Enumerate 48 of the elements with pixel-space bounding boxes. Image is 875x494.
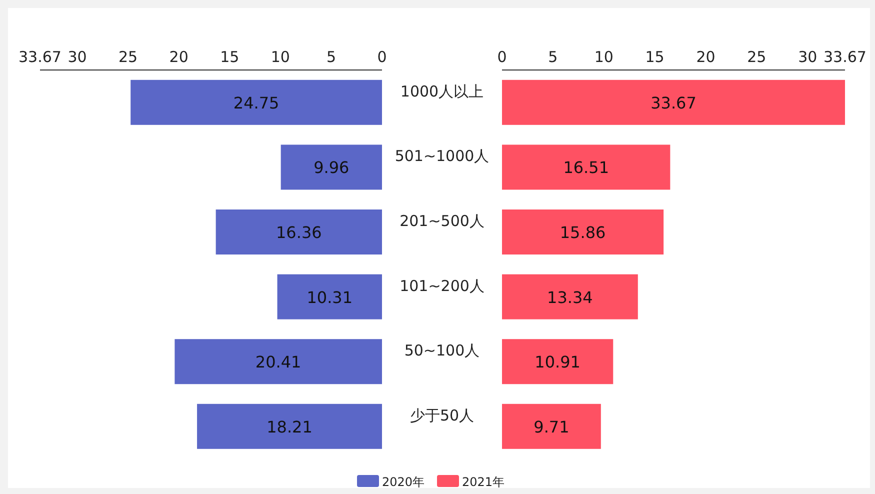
bar: [502, 210, 664, 254]
x-tick-label: 0: [377, 48, 387, 66]
x-tick-label: 5: [326, 48, 336, 66]
bar: [130, 80, 382, 125]
legend-label: 2020年: [382, 475, 425, 489]
x-tick-label: 10: [594, 48, 614, 66]
y-tick-label: 101~200人: [400, 276, 484, 295]
y-tick-label: 1000人以上: [400, 82, 484, 100]
x-tick-label: 25: [747, 48, 766, 66]
data-label: 10.31: [306, 288, 353, 307]
x-tick-label: 33.67: [824, 48, 866, 66]
bar: [197, 404, 382, 449]
y-tick-label: 201~500人: [400, 212, 484, 230]
x-tick-label: 0: [497, 48, 507, 66]
bar: [502, 144, 670, 190]
data-label: 20.41: [255, 352, 302, 372]
bar: [174, 339, 382, 384]
x-tick-label: 30: [68, 48, 87, 66]
data-label: 9.71: [534, 417, 570, 436]
x-tick-label: 15: [645, 48, 664, 66]
bar: [216, 210, 382, 254]
bar: [277, 274, 382, 320]
x-tick-label: 20: [169, 48, 188, 66]
x-tick-label: 25: [118, 48, 138, 66]
bar: [502, 339, 614, 384]
data-label: 24.75: [233, 93, 280, 112]
data-label: 16.51: [563, 158, 609, 178]
data-label: 18.21: [266, 417, 312, 436]
data-label: 16.36: [276, 223, 322, 242]
bar: [502, 80, 845, 125]
data-label: 15.86: [560, 223, 606, 242]
data-label: 9.96: [314, 158, 350, 178]
x-tick-label: 33.67: [18, 48, 62, 66]
data-label: 33.67: [650, 93, 696, 112]
x-tick-label: 10: [270, 48, 290, 66]
y-tick-label: 少于50人: [410, 406, 474, 424]
data-label: 13.34: [547, 288, 593, 307]
bar: [502, 274, 638, 320]
x-tick-label: 30: [798, 48, 818, 66]
data-label: 10.91: [534, 352, 580, 372]
y-tick-label: 50~100人: [404, 342, 480, 360]
x-tick-label: 20: [696, 48, 716, 66]
x-tick-label: 5: [548, 48, 558, 66]
bar: [502, 404, 601, 449]
bar: [280, 144, 382, 190]
y-tick-label: 501~1000人: [394, 147, 490, 166]
legend-label: 2021年: [462, 475, 505, 489]
x-tick-label: 15: [220, 48, 240, 66]
